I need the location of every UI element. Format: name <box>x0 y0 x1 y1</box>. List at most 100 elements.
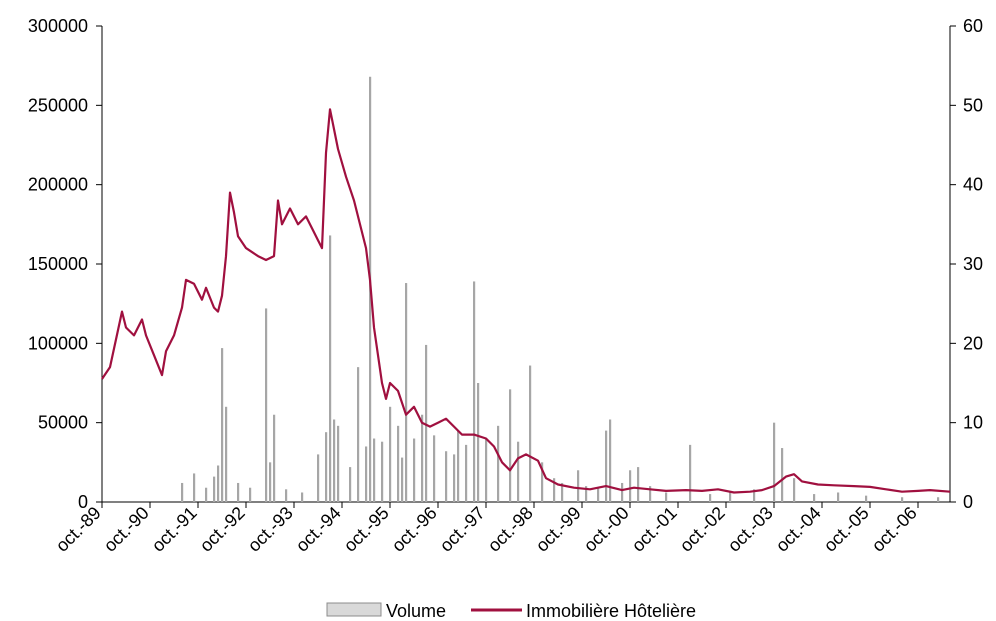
x-tick-label: oct.-94 <box>292 503 345 556</box>
volume-bar <box>205 487 208 502</box>
volume-bar <box>729 492 732 502</box>
x-tick-label: oct.-00 <box>580 503 633 556</box>
volume-bar <box>529 365 532 502</box>
volume-bar <box>605 430 608 502</box>
volume-bar <box>425 344 428 502</box>
legend: Volume Immobilière Hôtelière <box>326 601 696 621</box>
volume-bar <box>457 430 460 502</box>
volume-bar <box>597 487 600 502</box>
x-tick-label: oct.-06 <box>868 503 921 556</box>
left-tick-label: 0 <box>78 492 88 512</box>
volume-bar <box>473 281 476 502</box>
volume-bar <box>453 454 456 502</box>
volume-bar <box>273 414 276 502</box>
volume-bar <box>381 441 384 502</box>
x-tick-label: oct.-03 <box>724 503 777 556</box>
volume-bar <box>401 457 404 502</box>
volume-bar <box>585 486 588 502</box>
volume-bar <box>285 489 288 502</box>
left-tick-label: 150000 <box>28 254 88 274</box>
volume-bar <box>793 478 796 502</box>
right-tick-label: 40 <box>963 175 983 195</box>
right-tick-label: 0 <box>963 492 973 512</box>
volume-bar <box>665 492 668 502</box>
x-tick-label: oct.-93 <box>244 503 297 556</box>
volume-bar <box>445 451 448 502</box>
x-tick-label: oct.-02 <box>676 503 729 556</box>
volume-bar <box>901 497 904 502</box>
volume-bar <box>357 367 360 502</box>
left-tick-label: 100000 <box>28 333 88 353</box>
volume-bar <box>193 473 196 502</box>
volume-bar <box>373 438 376 502</box>
left-tick-label: 50000 <box>38 413 88 433</box>
volume-bar <box>397 425 400 502</box>
volume-bar <box>325 432 328 502</box>
volume-bar <box>541 462 544 502</box>
volume-bar <box>553 478 556 502</box>
volume-bar <box>837 492 840 502</box>
volume-bar <box>509 389 512 502</box>
volume-bar <box>865 495 868 502</box>
x-tick-label: oct.-96 <box>388 503 441 556</box>
x-tick-label: oct.-95 <box>340 503 393 556</box>
volume-bar <box>649 486 652 502</box>
volume-bar <box>329 235 332 502</box>
right-tick-label: 30 <box>963 254 983 274</box>
left-tick-label: 250000 <box>28 95 88 115</box>
volume-bar <box>221 348 224 502</box>
volume-bar <box>249 487 252 502</box>
volume-bar <box>317 454 320 502</box>
x-tick-label: oct.-98 <box>484 503 537 556</box>
volume-bar <box>561 482 564 502</box>
x-tick-label: oct.-97 <box>436 503 489 556</box>
volume-bar <box>577 470 580 502</box>
x-tick-label: oct.-99 <box>532 503 585 556</box>
x-tick-label: oct.-04 <box>772 503 825 556</box>
x-tick-label: oct.-91 <box>148 503 201 556</box>
volume-bar <box>689 444 692 502</box>
legend-volume-label: Volume <box>386 601 446 621</box>
x-tick-label: oct.-05 <box>820 503 873 556</box>
legend-volume-swatch <box>326 602 382 617</box>
volume-bar <box>365 446 368 502</box>
volume-bar <box>265 308 268 502</box>
volume-bar <box>609 419 612 502</box>
volume-bar <box>773 422 776 502</box>
volume-bar <box>389 406 392 502</box>
volume-bar <box>781 448 784 502</box>
volume-bar <box>517 441 520 502</box>
volume-bar <box>405 283 408 502</box>
volume-bar <box>485 438 488 502</box>
volume-bar <box>337 425 340 502</box>
volume-bar <box>629 470 632 502</box>
right-tick-label: 20 <box>963 333 983 353</box>
volume-bar <box>301 492 304 502</box>
right-tick-label: 10 <box>963 413 983 433</box>
volume-bar <box>937 497 940 502</box>
volume-bar <box>213 476 216 502</box>
volume-bar <box>269 462 272 502</box>
right-tick-label: 60 <box>963 16 983 36</box>
volume-bar <box>753 489 756 502</box>
volume-bar <box>181 482 184 502</box>
volume-bar <box>421 414 424 502</box>
left-tick-label: 300000 <box>28 16 88 36</box>
volume-bar <box>413 438 416 502</box>
left-tick-label: 200000 <box>28 175 88 195</box>
volume-bar <box>477 383 480 502</box>
x-tick-label: oct.-92 <box>196 503 249 556</box>
volume-bar <box>637 467 640 502</box>
volume-bar <box>333 419 336 502</box>
volume-bar <box>217 465 220 502</box>
volume-bar <box>813 494 816 502</box>
plot-area: 0 50000 100000 150000 200000 250000 300000 0 10 2… <box>28 16 983 556</box>
x-tick-label: oct.-90 <box>100 503 153 556</box>
volume-bar <box>497 425 500 502</box>
volume-bar <box>621 482 624 502</box>
volume-bar <box>433 435 436 502</box>
x-tick-label: oct.-01 <box>628 503 681 556</box>
volume-bar <box>465 444 468 502</box>
volume-bar <box>237 482 240 502</box>
